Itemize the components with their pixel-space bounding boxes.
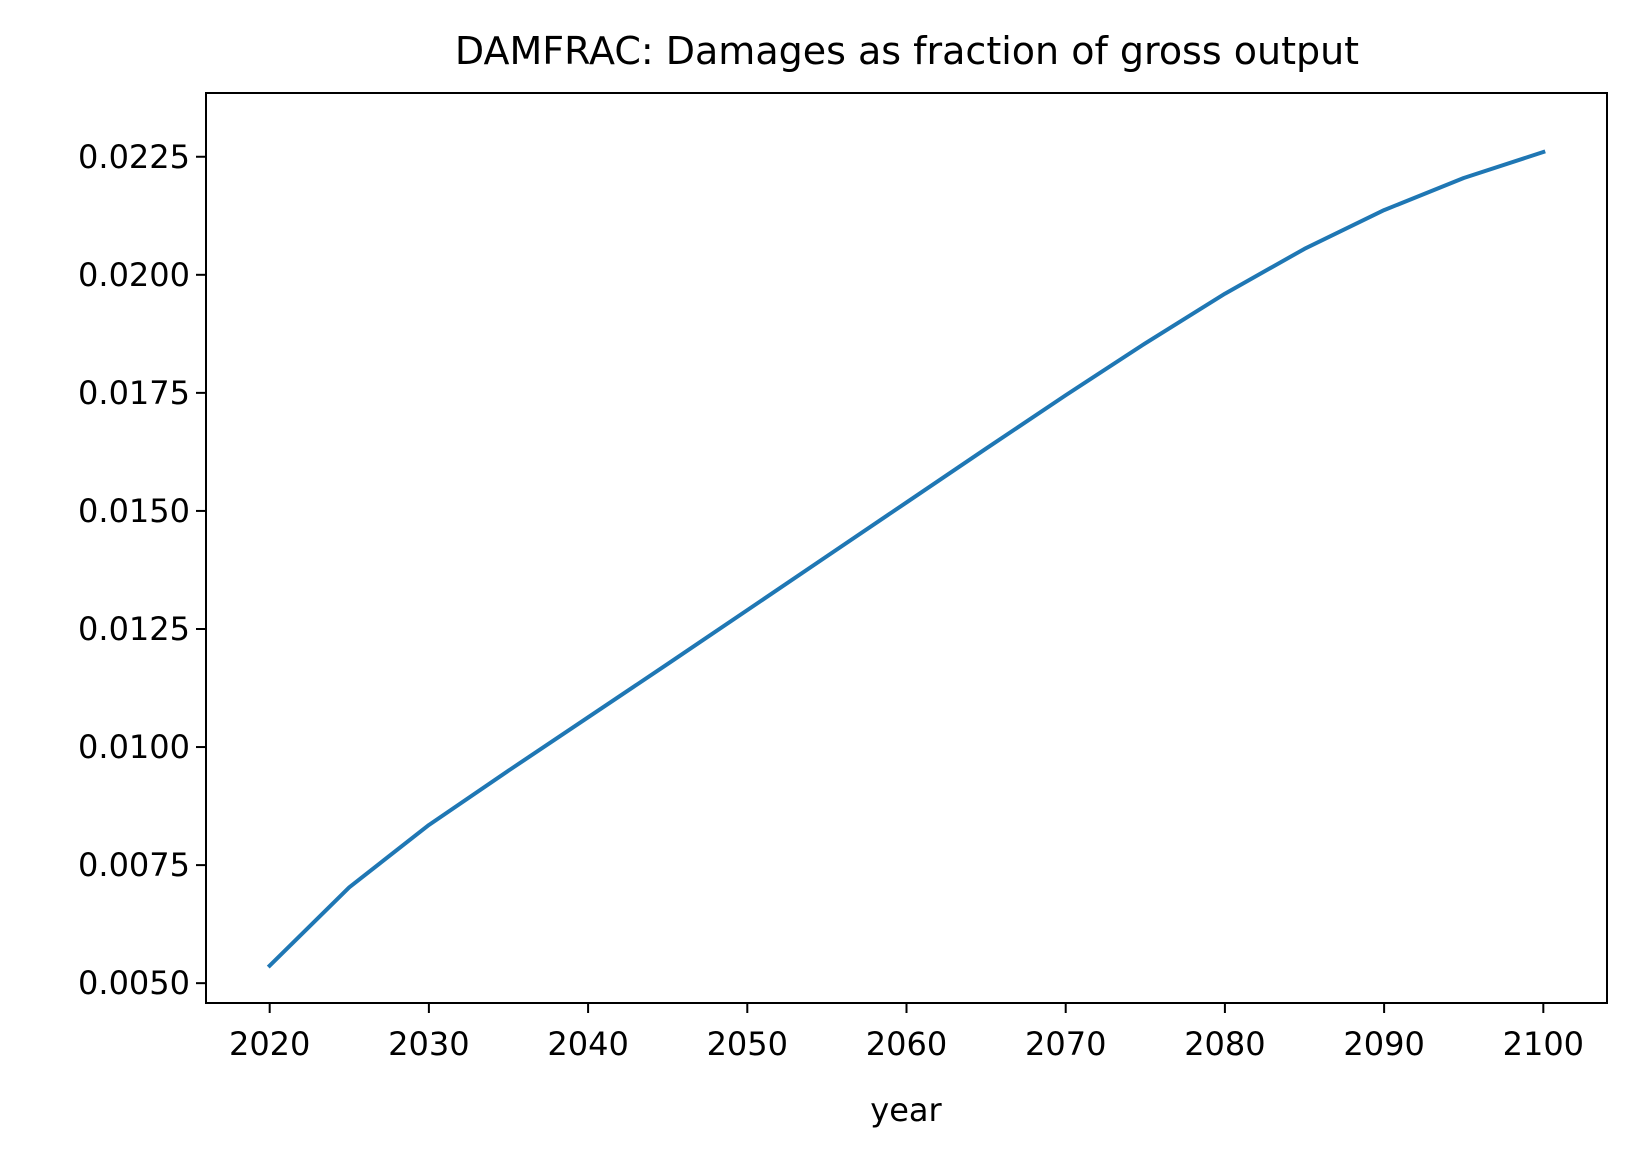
x-tick-label: 2050 — [707, 1025, 788, 1063]
y-tick-label: 0.0050 — [78, 964, 190, 1002]
x-tick-label: 2090 — [1343, 1025, 1424, 1063]
x-axis: 2020 2030 2040 2050 2060 2070 2080 2090 2100 — [229, 1003, 1584, 1063]
y-tick-label: 0.0150 — [78, 492, 190, 530]
x-tick-label: 2100 — [1503, 1025, 1584, 1063]
y-tick-label: 0.0075 — [78, 846, 190, 884]
y-tick-label: 0.0125 — [78, 610, 190, 648]
chart-title: DAMFRAC: Damages as fraction of gross ou… — [455, 29, 1359, 73]
y-tick-label: 0.0100 — [78, 728, 190, 766]
y-axis: 0.0050 0.0075 0.0100 0.0125 0.0150 0.0175 0.02… — [78, 138, 206, 1002]
x-tick-label: 2020 — [229, 1025, 310, 1063]
x-axis-label: year — [870, 1091, 942, 1129]
x-tick-label: 2040 — [547, 1025, 628, 1063]
y-tick-label: 0.0200 — [78, 256, 190, 294]
series-line-0 — [266, 149, 1546, 969]
x-tick-label: 2070 — [1025, 1025, 1106, 1063]
series-layer — [266, 149, 1546, 969]
x-tick-label: 2060 — [866, 1025, 947, 1063]
x-tick-label: 2030 — [388, 1025, 469, 1063]
x-tick-label: 2080 — [1184, 1025, 1265, 1063]
y-tick-label: 0.0225 — [78, 138, 190, 176]
y-tick-label: 0.0175 — [78, 374, 190, 412]
